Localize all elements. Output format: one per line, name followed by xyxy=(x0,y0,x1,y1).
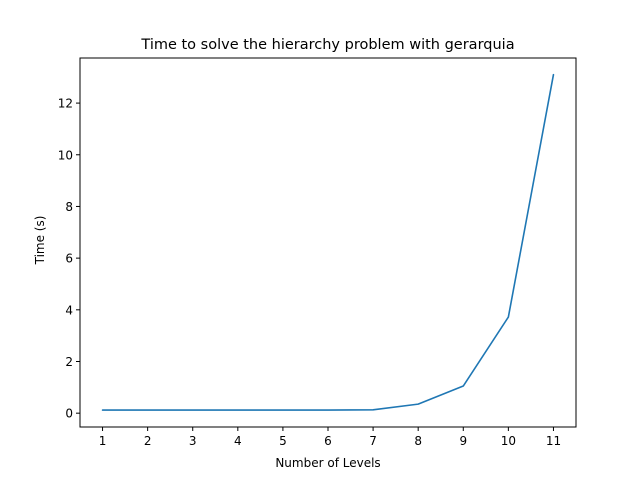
x-tick-label-11: 11 xyxy=(546,434,561,448)
y-tick-label-6: 6 xyxy=(65,252,73,266)
x-tick-label-8: 8 xyxy=(414,434,422,448)
plot-frame xyxy=(79,57,577,428)
y-tick-label-10: 10 xyxy=(58,148,73,162)
y-tick-label-0: 0 xyxy=(65,407,73,421)
y-tick-label-12: 12 xyxy=(58,97,73,111)
x-tick-label-7: 7 xyxy=(369,434,377,448)
x-tick-label-10: 10 xyxy=(501,434,516,448)
y-tick-label-8: 8 xyxy=(65,200,73,214)
x-tick-label-5: 5 xyxy=(279,434,287,448)
x-tick-label-4: 4 xyxy=(234,434,242,448)
x-tick-label-6: 6 xyxy=(324,434,332,448)
x-tick-label-9: 9 xyxy=(459,434,467,448)
series-line-0 xyxy=(101,73,555,411)
x-tick-label-1: 1 xyxy=(99,434,107,448)
y-tick-label-2: 2 xyxy=(65,355,73,369)
x-tick-label-2: 2 xyxy=(144,434,152,448)
y-axis-label: Time (s) xyxy=(33,216,47,266)
x-tick-label-3: 3 xyxy=(189,434,197,448)
y-tick-label-4: 4 xyxy=(65,303,73,317)
x-axis-label: Number of Levels xyxy=(275,456,380,470)
chart-title: Time to solve the hierarchy problem with… xyxy=(140,37,514,53)
